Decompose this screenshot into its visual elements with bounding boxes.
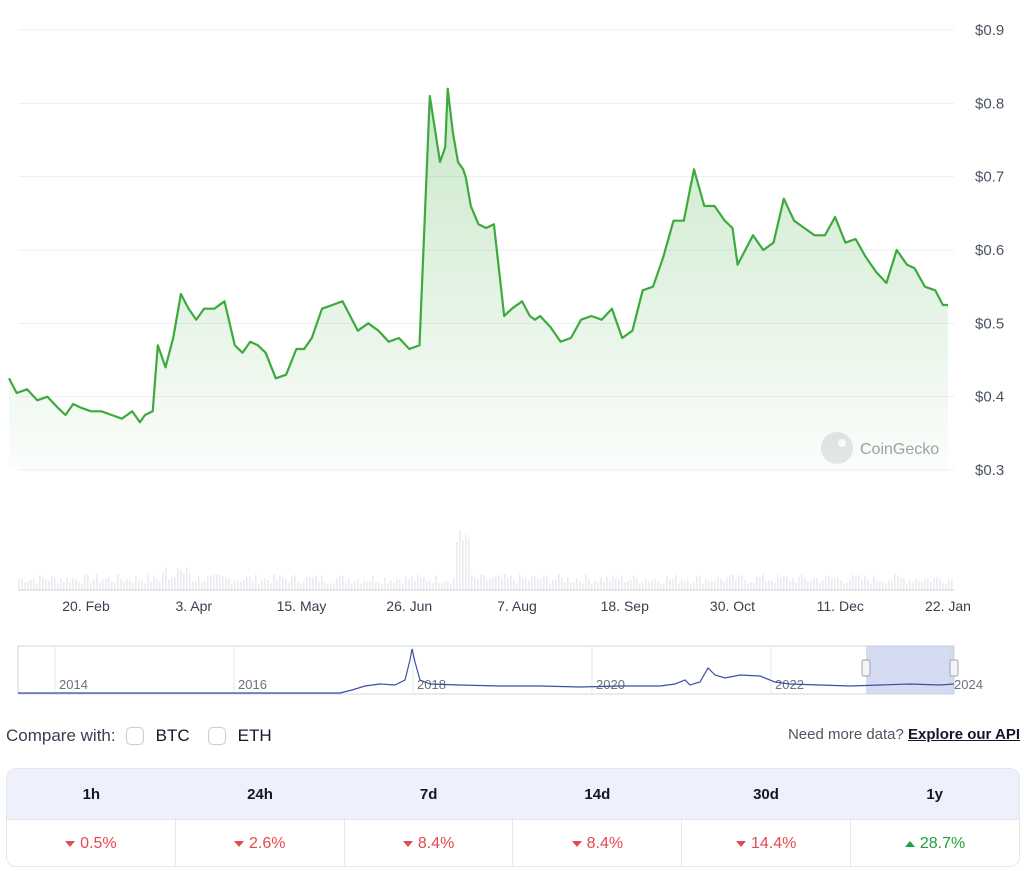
period-header-1h: 1h [82, 785, 101, 803]
change-arrow-icon [234, 841, 244, 847]
volume-bars [18, 530, 953, 590]
navigator-line [18, 648, 955, 694]
btc-label: BTC [155, 726, 190, 745]
navigator-handle[interactable] [861, 659, 871, 677]
eth-checkbox[interactable] [207, 727, 226, 745]
change-value: 8.4% [417, 835, 455, 852]
performance-header-row: 1h 24h 7d 14d 30d 1y [7, 769, 1019, 819]
change-cell-1h: 0.5% [7, 820, 176, 866]
change-value: 28.7% [919, 835, 966, 852]
x-tick-label: 20. Feb [62, 598, 110, 614]
navigator-tick-label: 2016 [238, 677, 267, 692]
api-promo: Need more data? Explore our API [788, 726, 1020, 743]
change-arrow-icon [904, 841, 915, 847]
change-arrow-icon [402, 841, 413, 847]
change-arrow-icon [736, 841, 747, 847]
y-tick-label: $0.9 [975, 22, 1004, 39]
compare-bar: Compare with: BTC ETH Need more data? Ex… [6, 722, 1020, 750]
y-tick-label: $0.7 [975, 169, 1004, 186]
navigator-selection [866, 646, 954, 694]
api-prefix: Need more data? [787, 726, 904, 743]
period-header-14d: 14d [584, 785, 611, 803]
change-cell-24h: 2.6% [176, 820, 345, 866]
range-navigator[interactable]: 2014 2016 2018 2020 2022 2024 [0, 640, 1024, 702]
performance-value-row: 0.5% 2.6% 8.4% 8.4% 14.4% 28.7% [7, 819, 1019, 866]
change-cell-30d: 14.4% [682, 820, 852, 866]
price-chart[interactable]: $0.9$0.8$0.7$0.6$0.5$0.4$0.3CoinGecko20.… [0, 0, 1024, 640]
x-tick-label: 30. Oct [710, 598, 755, 614]
price-line [8, 87, 948, 424]
period-header-7d: 7d [419, 785, 438, 803]
explore-api-link[interactable]: Explore our API [908, 726, 1020, 743]
change-value: 14.4% [751, 835, 797, 852]
x-tick-label: 26. Jun [386, 598, 432, 614]
eth-label: ETH [237, 726, 272, 745]
x-tick-label: 11. Dec [817, 598, 864, 614]
navigator-tick-label: 2020 [596, 677, 625, 692]
y-tick-label: $0.4 [975, 389, 1004, 406]
navigator-tick-label: 2024 [954, 677, 983, 692]
navigator-frame [17, 645, 955, 695]
y-tick-label: $0.6 [975, 242, 1004, 259]
change-arrow-icon [65, 841, 76, 847]
period-header-24h: 24h [247, 785, 273, 803]
compare-label: Compare with: [6, 726, 116, 745]
change-value: 0.5% [80, 835, 117, 852]
price-area [9, 88, 948, 470]
y-tick-label: $0.3 [975, 462, 1004, 479]
x-tick-label: 7. Aug [497, 598, 537, 614]
x-tick-label: 15. May [277, 598, 327, 614]
period-header-1y: 1y [926, 785, 944, 803]
y-tick-label: $0.8 [975, 95, 1004, 112]
change-cell-14d: 8.4% [513, 820, 683, 866]
change-arrow-icon [571, 841, 582, 847]
change-cell-1y: 28.7% [851, 820, 1019, 866]
navigator-handle[interactable] [949, 659, 959, 677]
performance-table: 1h 24h 7d 14d 30d 1y 0.5% 2.6% 8.4% 8.4%… [6, 768, 1020, 867]
btc-checkbox[interactable] [125, 727, 144, 745]
change-value: 2.6% [249, 835, 286, 852]
compare-eth-option[interactable]: ETH [207, 726, 272, 746]
compare-btc-option[interactable]: BTC [125, 726, 190, 746]
x-tick-label: 18. Sep [601, 598, 649, 614]
x-tick-label: 22. Jan [925, 598, 971, 614]
change-cell-7d: 8.4% [345, 820, 514, 866]
x-tick-label: 3. Apr [175, 598, 212, 614]
y-tick-label: $0.5 [975, 315, 1004, 332]
navigator-tick-label: 2014 [59, 677, 88, 692]
period-header-30d: 30d [753, 785, 779, 803]
change-value: 8.4% [586, 835, 624, 852]
